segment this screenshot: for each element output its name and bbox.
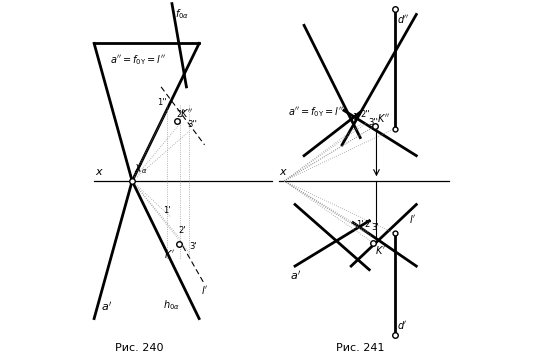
Text: x: x: [280, 167, 286, 177]
Text: 1'': 1'': [352, 113, 362, 122]
Text: 2': 2': [179, 226, 186, 235]
Text: 3': 3': [190, 242, 197, 251]
Text: $X_\alpha$: $X_\alpha$: [134, 162, 147, 176]
Text: 3'': 3'': [368, 118, 378, 127]
Text: $l'$: $l'$: [201, 284, 208, 296]
Text: 2': 2': [365, 220, 372, 229]
Text: x: x: [95, 167, 102, 177]
Text: $a''=f_{0\Upsilon}=l''$: $a''=f_{0\Upsilon}=l''$: [110, 53, 166, 67]
Text: Рис. 241: Рис. 241: [336, 343, 384, 353]
Text: 1': 1': [356, 220, 363, 229]
Text: $f_{0\alpha}$: $f_{0\alpha}$: [175, 7, 189, 21]
Text: $K''$: $K''$: [377, 112, 390, 124]
Text: 3'': 3'': [187, 120, 197, 129]
Text: $K'$: $K'$: [163, 248, 174, 260]
Text: $d''$: $d''$: [397, 13, 409, 25]
Text: Рис. 240: Рис. 240: [115, 343, 163, 353]
Text: $a''=f_{0\Upsilon}=l''$: $a''=f_{0\Upsilon}=l''$: [288, 105, 344, 119]
Text: 3': 3': [371, 223, 378, 232]
Text: $a'$: $a'$: [102, 300, 113, 313]
Text: 1': 1': [163, 206, 171, 215]
Text: $l'$: $l'$: [409, 213, 416, 225]
Text: $h_{0\alpha}$: $h_{0\alpha}$: [163, 299, 180, 312]
Text: $a'$: $a'$: [289, 269, 301, 282]
Text: 1'': 1'': [157, 98, 167, 107]
Text: $K'$: $K'$: [375, 244, 386, 256]
Text: 2'': 2'': [177, 110, 187, 119]
Text: $K''$: $K''$: [180, 107, 193, 119]
Text: $d'$: $d'$: [397, 319, 407, 331]
Text: 2'': 2'': [361, 110, 370, 119]
